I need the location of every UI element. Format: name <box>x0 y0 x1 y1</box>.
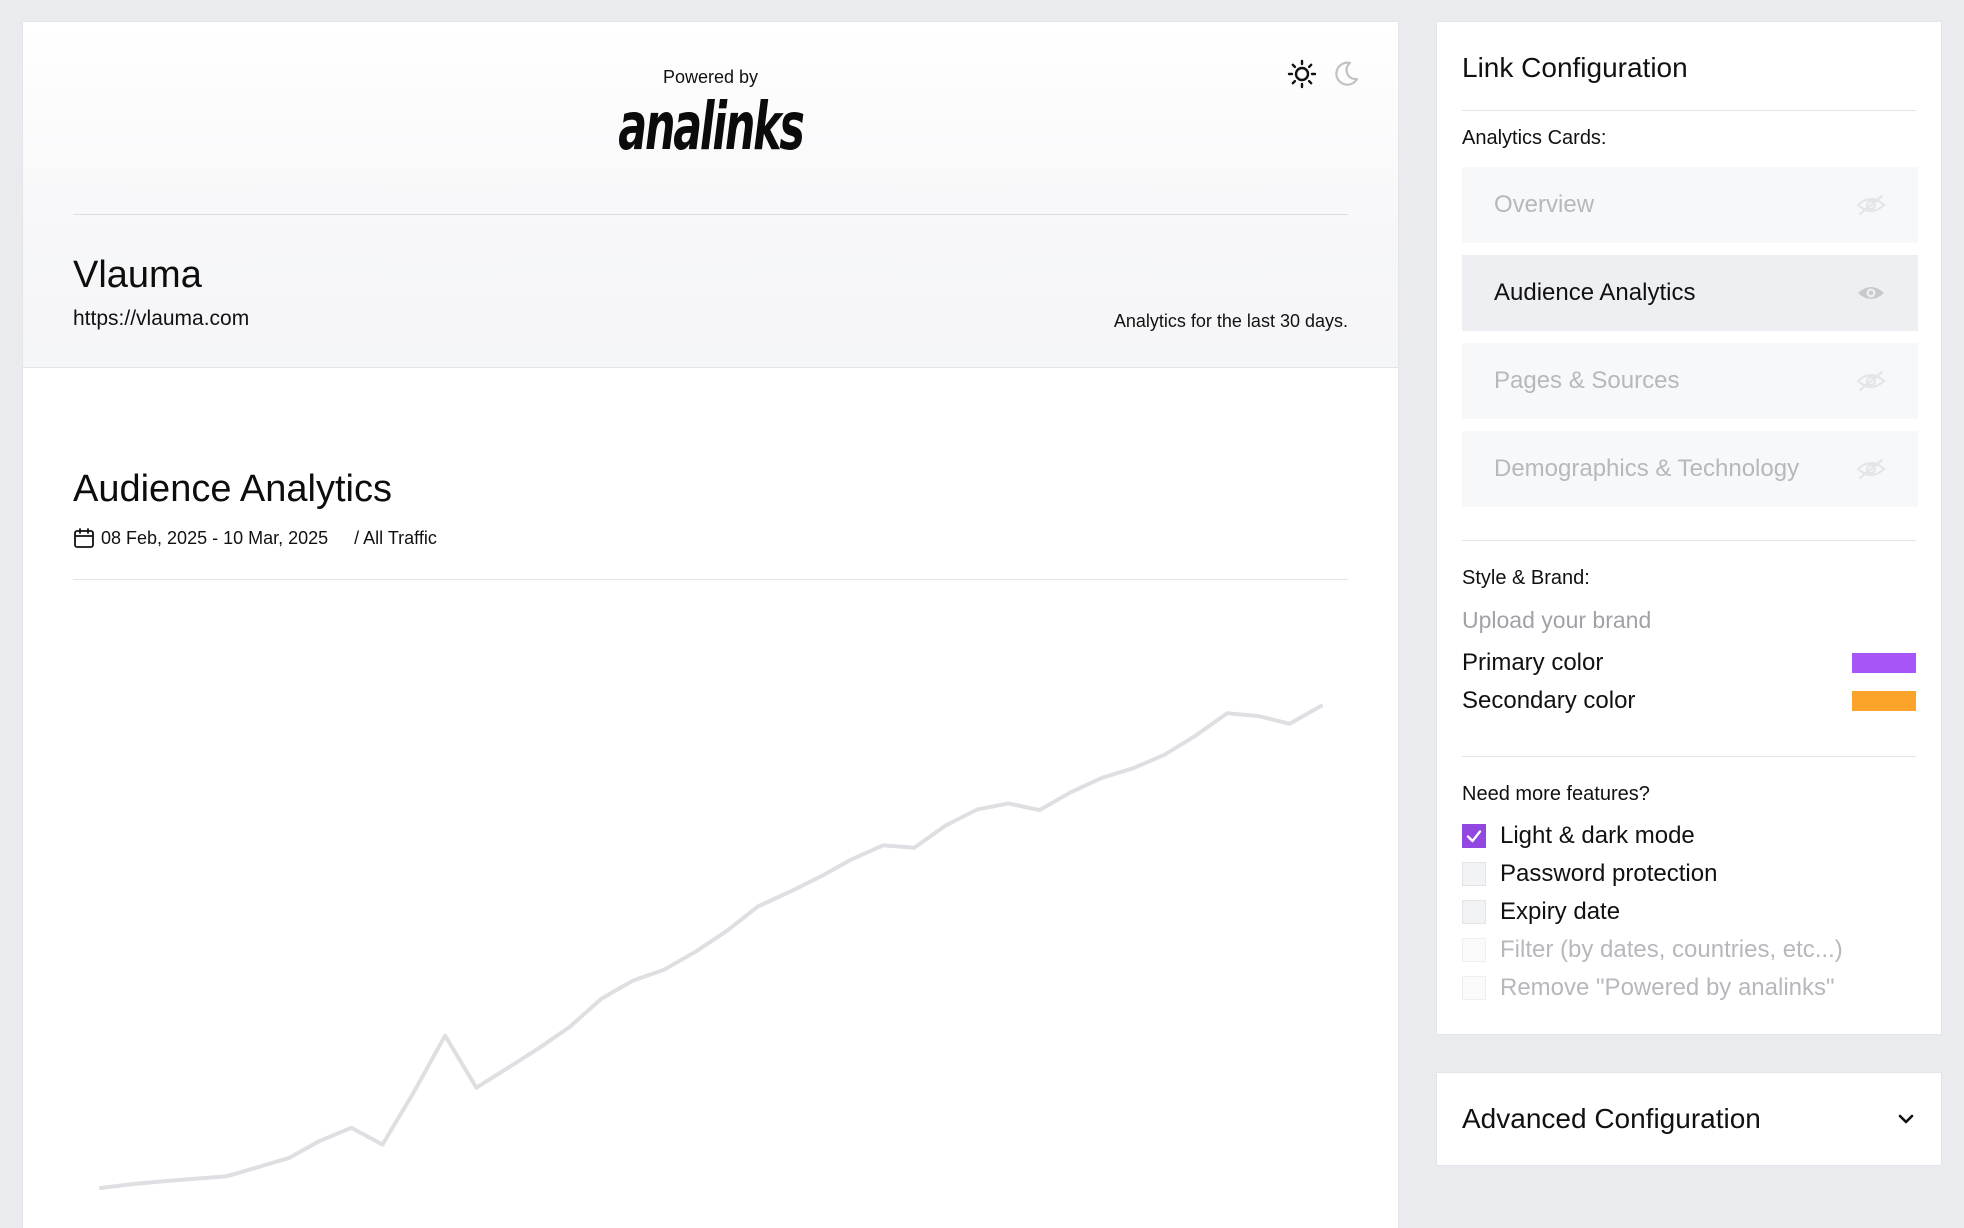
upload-brand-link[interactable]: Upload your brand <box>1462 607 1652 633</box>
config-title: Link Configuration <box>1462 52 1688 83</box>
primary-color-row: Primary color <box>1462 649 1916 677</box>
advanced-configuration-title: Advanced Configuration <box>1462 1103 1761 1134</box>
divider <box>1462 110 1916 111</box>
features-label: Need more features? <box>1462 783 1650 805</box>
feature-remove-powered-by: Remove "Powered by analinks" <box>1462 974 1835 1002</box>
secondary-color-label: Secondary color <box>1462 687 1636 714</box>
feature-password-protection[interactable]: Password protection <box>1462 860 1717 888</box>
site-name: Vlauma <box>73 254 202 296</box>
card-toggle-audience-analytics[interactable]: Audience Analytics <box>1462 255 1918 331</box>
card-label: Pages & Sources <box>1494 367 1680 394</box>
calendar-icon <box>74 528 94 548</box>
section-title: Audience Analytics <box>73 468 392 510</box>
checkbox[interactable] <box>1462 824 1486 848</box>
chevron-down-icon[interactable] <box>1896 1109 1916 1129</box>
card-toggle-pages-sources[interactable]: Pages & Sources <box>1462 343 1918 419</box>
sun-icon[interactable] <box>1286 58 1318 90</box>
section-meta: 08 Feb, 2025 - 10 Mar, 2025 / All Traffi… <box>73 527 437 549</box>
audience-line-chart <box>99 704 1323 1190</box>
divider <box>1462 540 1916 541</box>
style-brand-label: Style & Brand: <box>1462 567 1590 589</box>
link-preview-panel: Powered by analinks Vlauma https://vlaum… <box>22 21 1399 1228</box>
link-configuration-panel: Link Configuration Analytics Cards: Over… <box>1436 21 1942 1035</box>
feature-label: Light & dark mode <box>1500 822 1695 849</box>
analytics-cards-label: Analytics Cards: <box>1462 127 1607 149</box>
check-icon <box>1466 830 1482 843</box>
card-toggle-demographics-technology[interactable]: Demographics & Technology <box>1462 431 1918 507</box>
date-range: 08 Feb, 2025 - 10 Mar, 2025 <box>101 527 329 548</box>
checkbox <box>1462 938 1486 962</box>
card-label: Demographics & Technology <box>1494 455 1800 482</box>
section-divider <box>73 579 1348 580</box>
theme-toggle <box>1286 58 1362 90</box>
powered-by-label: Powered by <box>662 67 759 87</box>
card-toggle-overview[interactable]: Overview <box>1462 167 1918 243</box>
secondary-color-row: Secondary color <box>1462 687 1916 715</box>
secondary-color-swatch[interactable] <box>1852 691 1916 711</box>
series-line <box>99 704 1323 1190</box>
header-divider <box>73 214 1348 215</box>
analytics-range-note: Analytics for the last 30 days. <box>1113 311 1348 331</box>
feature-light-dark-mode[interactable]: Light & dark mode <box>1462 822 1695 850</box>
checkbox <box>1462 976 1486 1000</box>
primary-color-label: Primary color <box>1462 649 1604 676</box>
preview-header: Powered by analinks Vlauma https://vlaum… <box>23 22 1398 368</box>
checkbox[interactable] <box>1462 900 1486 924</box>
feature-label: Remove "Powered by analinks" <box>1500 974 1835 1001</box>
card-label: Audience Analytics <box>1494 279 1696 306</box>
feature-label: Expiry date <box>1500 898 1621 925</box>
feature-filter: Filter (by dates, countries, etc...) <box>1462 936 1843 964</box>
moon-icon[interactable] <box>1330 58 1362 90</box>
checkbox[interactable] <box>1462 862 1486 886</box>
traffic-filter: / All Traffic <box>354 527 437 548</box>
card-label: Overview <box>1494 191 1595 218</box>
eye-off-icon[interactable] <box>1856 458 1886 480</box>
primary-color-swatch[interactable] <box>1852 653 1916 673</box>
divider <box>1462 756 1916 757</box>
eye-off-icon[interactable] <box>1856 194 1886 216</box>
site-url: https://vlauma.com <box>73 307 250 330</box>
eye-icon[interactable] <box>1856 282 1886 304</box>
advanced-configuration-accordion[interactable]: Advanced Configuration <box>1436 1072 1942 1166</box>
feature-label: Filter (by dates, countries, etc...) <box>1500 936 1843 963</box>
feature-label: Password protection <box>1500 860 1718 887</box>
eye-off-icon[interactable] <box>1856 370 1886 392</box>
analinks-logo: analinks <box>618 88 805 165</box>
feature-expiry-date[interactable]: Expiry date <box>1462 898 1620 926</box>
